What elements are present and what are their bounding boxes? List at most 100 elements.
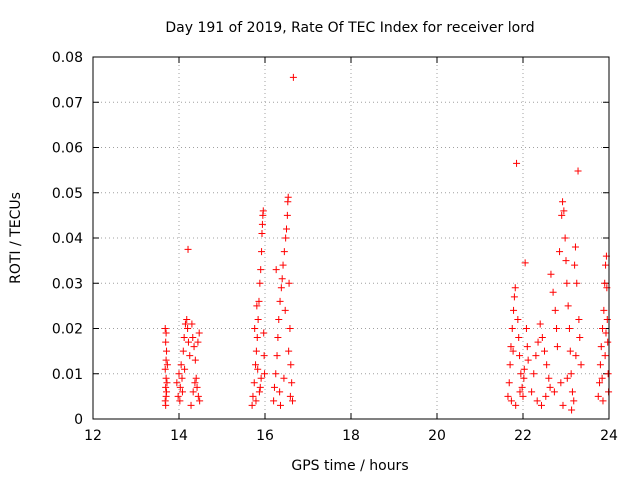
data-point	[253, 334, 261, 342]
data-point	[174, 392, 182, 400]
data-point	[287, 361, 295, 369]
data-point	[190, 343, 198, 351]
data-point	[173, 379, 181, 387]
data-point	[276, 388, 284, 396]
data-point	[556, 248, 564, 256]
data-point	[281, 306, 289, 314]
x-tick-label: 18	[342, 428, 360, 444]
data-point	[577, 361, 585, 369]
x-tick-label: 16	[256, 428, 274, 444]
data-point	[518, 383, 526, 391]
data-point	[256, 383, 264, 391]
data-point	[594, 392, 602, 400]
data-point	[189, 388, 197, 396]
data-point	[516, 388, 524, 396]
data-point	[536, 320, 544, 328]
data-point	[543, 361, 551, 369]
y-axis-label: ROTI / TECUs	[8, 192, 24, 284]
data-point	[565, 325, 573, 332]
data-point	[181, 320, 189, 328]
data-point	[191, 356, 199, 364]
y-tick-label: 0.01	[52, 367, 83, 383]
data-point	[192, 374, 200, 382]
data-point	[254, 315, 262, 323]
data-point	[601, 279, 609, 287]
data-point	[163, 361, 171, 369]
data-point	[289, 73, 297, 81]
grid	[93, 57, 609, 419]
data-point	[270, 383, 278, 391]
data-point	[515, 334, 523, 342]
data-point	[274, 334, 282, 342]
data-point	[196, 397, 204, 405]
data-point	[181, 365, 189, 373]
data-point	[600, 306, 608, 314]
data-point	[184, 338, 192, 346]
data-point	[187, 401, 195, 409]
data-point	[551, 306, 559, 314]
data-point	[546, 383, 554, 391]
data-point	[163, 379, 171, 387]
data-point	[162, 356, 170, 364]
data-point	[276, 297, 284, 305]
data-point	[560, 207, 568, 215]
data-point	[553, 325, 561, 332]
data-point	[162, 383, 170, 391]
data-point	[272, 370, 280, 378]
data-point	[162, 401, 170, 409]
data-point	[253, 302, 261, 310]
y-tick-label: 0.03	[52, 276, 83, 292]
y-tick-label: 0	[74, 412, 83, 428]
data-point	[524, 356, 532, 364]
data-point	[596, 361, 604, 369]
data-point	[530, 370, 538, 378]
data-point	[521, 259, 529, 267]
data-point	[272, 266, 280, 274]
data-point	[285, 279, 293, 287]
data-point	[251, 325, 259, 332]
data-point	[508, 325, 516, 332]
data-point	[601, 352, 609, 360]
y-tick-label: 0.05	[52, 186, 83, 202]
data-point	[572, 352, 580, 360]
data-point	[522, 325, 530, 332]
data-point	[250, 379, 258, 387]
x-tick-label: 12	[84, 428, 102, 444]
data-point	[545, 374, 553, 382]
data-point	[538, 334, 546, 342]
data-point	[260, 352, 268, 360]
data-point	[603, 315, 611, 323]
data-point	[249, 392, 257, 400]
data-point	[278, 275, 286, 283]
data-point	[559, 198, 567, 206]
data-point	[283, 211, 291, 219]
data-point	[573, 279, 581, 287]
y-tick-label: 0.08	[52, 50, 83, 66]
data-point	[542, 392, 550, 400]
data-point	[568, 388, 576, 396]
data-point	[510, 293, 518, 301]
data-point	[567, 370, 575, 378]
y-tick-label: 0.06	[52, 141, 83, 157]
data-point	[533, 397, 541, 405]
data-point	[178, 374, 186, 382]
data-point	[277, 284, 285, 292]
data-point	[564, 302, 572, 310]
data-point	[162, 338, 170, 346]
data-point	[511, 284, 519, 292]
data-point	[563, 374, 571, 382]
data-point	[280, 248, 288, 256]
data-point	[194, 392, 202, 400]
data-point	[260, 329, 268, 337]
data-point	[259, 207, 267, 215]
x-axis-label: GPS time / hours	[291, 458, 408, 474]
data-point	[191, 379, 199, 387]
data-point	[176, 383, 184, 391]
data-point	[289, 397, 297, 405]
data-point	[510, 306, 518, 314]
data-point	[261, 370, 269, 378]
y-tick-label: 0.02	[52, 322, 83, 338]
data-point	[183, 315, 191, 323]
data-point	[550, 388, 558, 396]
